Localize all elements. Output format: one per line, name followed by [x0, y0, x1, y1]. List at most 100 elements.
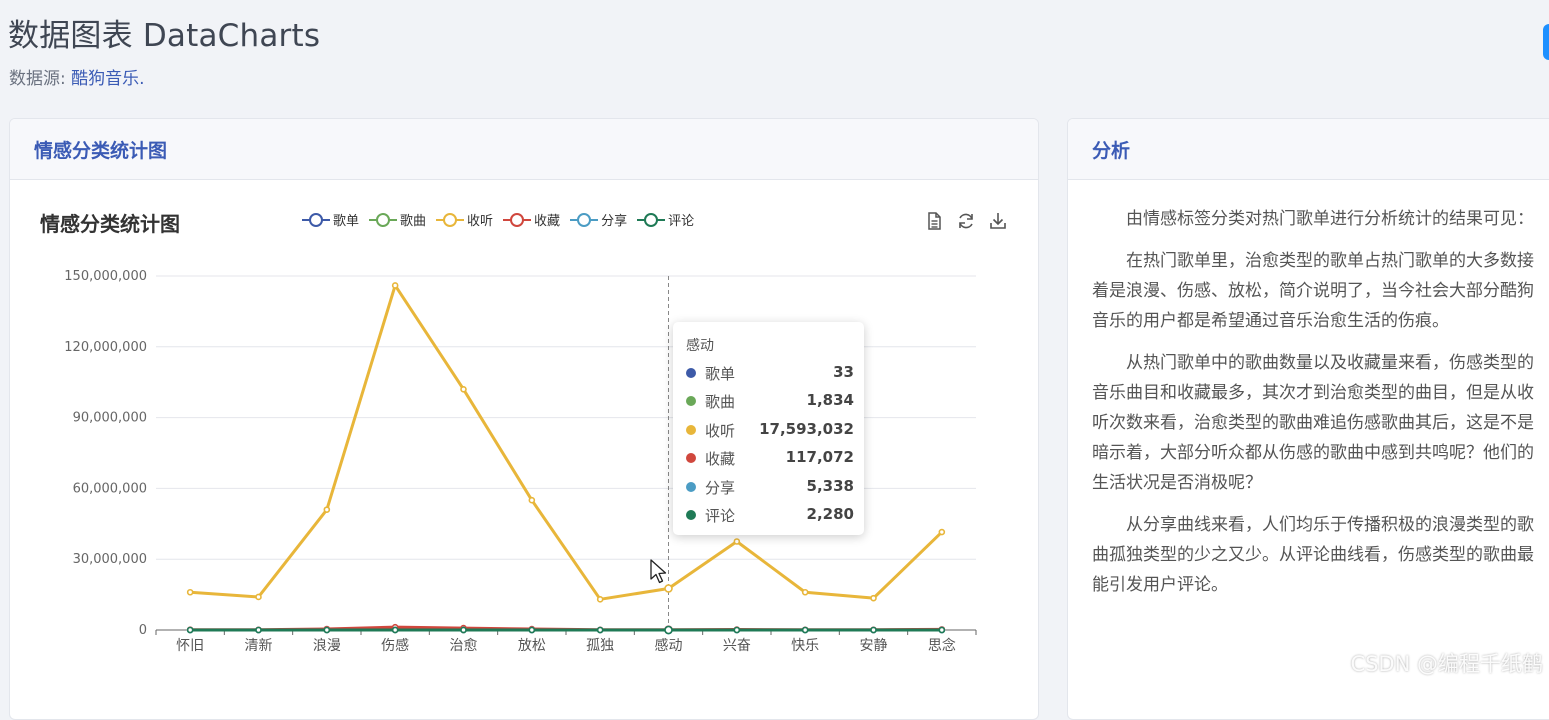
- data-point: [529, 627, 534, 632]
- chart-legend: 歌单 歌曲 收听 收藏 分享 评论: [302, 210, 704, 229]
- data-point: [324, 507, 329, 512]
- data-point: [939, 530, 944, 535]
- tooltip-marker: [686, 425, 696, 435]
- legend-marker: [637, 213, 665, 227]
- analysis-paragraph: 由情感标签分类对热门歌单进行分析统计的结果可见：: [1092, 204, 1534, 234]
- tooltip-series-name: 歌单: [705, 363, 735, 384]
- chart-card: 情感分类统计图 0 30,000,000 60,000,000 90,000,000 1…: [9, 118, 1039, 720]
- legend-item-song[interactable]: 歌曲: [369, 210, 426, 229]
- tooltip-row: 评论 2,280: [686, 504, 854, 526]
- data-point: [393, 627, 398, 632]
- x-tick-label: 伤感: [381, 637, 409, 654]
- tooltip-series-name: 收藏: [705, 448, 735, 469]
- x-tick-label: 清新: [245, 638, 273, 654]
- data-point: [461, 387, 466, 392]
- tooltip-row: 分享 5,338: [686, 476, 854, 498]
- data-point: [256, 627, 261, 632]
- page-header: 数据图表 DataCharts 数据源: 酷狗音乐.: [0, 0, 1549, 100]
- tooltip-value: 5,338: [807, 477, 854, 495]
- data-point: [324, 627, 329, 632]
- x-tick-label: 快乐: [791, 638, 819, 654]
- tooltip-marker: [686, 453, 696, 463]
- tooltip-value: 17,593,032: [759, 420, 854, 438]
- legend-label: 歌曲: [400, 210, 426, 229]
- legend-label: 收听: [467, 210, 493, 229]
- data-point: [393, 283, 398, 288]
- legend-item-playlist[interactable]: 歌单: [302, 210, 359, 229]
- page-title: 数据图表 DataCharts: [8, 10, 320, 55]
- data-point: [939, 627, 944, 632]
- legend-label: 评论: [668, 210, 694, 229]
- data-point: [461, 627, 466, 632]
- x-tick-label: 孤独: [586, 638, 614, 654]
- data-view-icon[interactable]: [924, 211, 944, 231]
- data-source-link[interactable]: 酷狗音乐.: [71, 69, 144, 89]
- legend-item-plays[interactable]: 收听: [436, 210, 493, 229]
- legend-marker: [369, 213, 397, 227]
- x-tick-label: 浪漫: [313, 638, 341, 654]
- data-point: [665, 626, 672, 633]
- restore-icon[interactable]: [956, 211, 976, 231]
- data-point: [871, 627, 876, 632]
- analysis-card-header: 分析: [1068, 119, 1549, 180]
- tooltip-title: 感动: [686, 335, 714, 355]
- tooltip-value: 33: [833, 363, 854, 381]
- tooltip-row: 收藏 117,072: [686, 447, 854, 469]
- y-tick-label: 120,000,000: [64, 340, 147, 355]
- data-point: [734, 539, 739, 544]
- tooltip-row: 歌曲 1,834: [686, 390, 854, 412]
- data-source: 数据源: 酷狗音乐.: [9, 64, 145, 89]
- legend-marker: [503, 213, 531, 227]
- data-point: [598, 627, 603, 632]
- analysis-paragraph: 从热门歌单中的歌曲数量以及收藏量来看，伤感类型的音乐曲目和收藏最多，其次才到治愈…: [1092, 348, 1534, 498]
- chart-title: 情感分类统计图: [40, 208, 180, 237]
- analysis-paragraph: 在热门歌单里，治愈类型的歌单占热门歌单的大多数接着是浪漫、伤感、放松，简介说明了…: [1092, 246, 1534, 336]
- x-tick-label: 治愈: [450, 638, 478, 654]
- chart-tooltip: 感动 歌单 33 歌曲 1,834 收听 17,593,032 收藏 117,0…: [673, 322, 864, 535]
- legend-item-favorites[interactable]: 收藏: [503, 210, 560, 229]
- y-tick-label: 150,000,000: [64, 269, 147, 284]
- analysis-text: 由情感标签分类对热门歌单进行分析统计的结果可见： 在热门歌单里，治愈类型的歌单占…: [1092, 204, 1534, 612]
- data-point: [256, 594, 261, 599]
- tooltip-series-name: 收听: [705, 420, 735, 441]
- analysis-card-title: 分析: [1092, 136, 1130, 163]
- data-point: [529, 498, 534, 503]
- x-tick-label: 兴奋: [723, 638, 751, 654]
- data-point: [803, 590, 808, 595]
- legend-label: 歌单: [333, 210, 359, 229]
- tooltip-marker: [686, 396, 696, 406]
- x-tick-label: 怀旧: [176, 638, 204, 654]
- y-tick-label: 0: [139, 623, 147, 638]
- watermark: CSDN @编程千纸鹤: [1350, 648, 1543, 678]
- y-tick-label: 60,000,000: [73, 481, 147, 496]
- chart-toolbox: [924, 211, 1008, 231]
- data-point: [734, 627, 739, 632]
- tooltip-row: 歌单 33: [686, 362, 854, 384]
- side-tab-button[interactable]: [1543, 24, 1549, 60]
- tooltip-marker: [686, 510, 696, 520]
- tooltip-value: 117,072: [786, 448, 854, 466]
- tooltip-series-name: 分享: [705, 477, 735, 498]
- mouse-pointer-icon: [650, 559, 668, 585]
- data-point: [803, 627, 808, 632]
- data-point: [871, 596, 876, 601]
- y-tick-label: 90,000,000: [73, 411, 147, 426]
- analysis-paragraph: 从分享曲线来看，人们均乐于传播积极的浪漫类型的歌曲孤独类型的少之又少。从评论曲线…: [1092, 510, 1534, 600]
- legend-marker: [302, 213, 330, 227]
- x-tick-label: 安静: [860, 638, 888, 654]
- legend-marker: [570, 213, 598, 227]
- data-source-label: 数据源:: [9, 69, 71, 89]
- y-tick-label: 30,000,000: [73, 552, 147, 567]
- data-point: [188, 627, 193, 632]
- tooltip-series-name: 评论: [705, 505, 735, 526]
- tooltip-row: 收听 17,593,032: [686, 419, 854, 441]
- save-image-icon[interactable]: [988, 211, 1008, 231]
- x-tick-label: 思念: [928, 637, 956, 654]
- x-tick-label: 放松: [518, 638, 546, 654]
- legend-marker: [436, 213, 464, 227]
- legend-label: 分享: [601, 210, 627, 229]
- legend-label: 收藏: [534, 210, 560, 229]
- legend-item-shares[interactable]: 分享: [570, 210, 627, 229]
- legend-item-comments[interactable]: 评论: [637, 210, 694, 229]
- tooltip-series-name: 歌曲: [705, 391, 735, 412]
